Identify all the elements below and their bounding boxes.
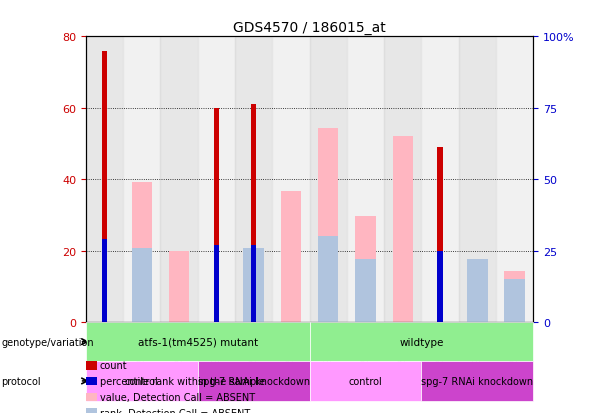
Bar: [356, 259, 376, 322]
Text: rank, Detection Call = ABSENT: rank, Detection Call = ABSENT: [100, 408, 250, 413]
Bar: [437, 147, 443, 322]
Bar: [132, 183, 152, 322]
Text: atfs-1(tm4525) mutant: atfs-1(tm4525) mutant: [138, 337, 257, 347]
Text: control: control: [125, 376, 159, 386]
Text: count: count: [100, 361, 128, 370]
Bar: [437, 251, 443, 322]
Text: spg-7 RNAi knockdown: spg-7 RNAi knockdown: [197, 376, 310, 386]
Bar: [251, 105, 256, 322]
Bar: [169, 251, 189, 322]
Bar: [421, 37, 459, 322]
Bar: [251, 245, 256, 322]
Bar: [318, 128, 338, 322]
Bar: [459, 37, 496, 322]
Bar: [281, 191, 301, 322]
Bar: [197, 37, 235, 322]
Bar: [347, 37, 384, 322]
Text: control: control: [349, 376, 383, 386]
Bar: [310, 37, 347, 322]
Bar: [213, 245, 219, 322]
Bar: [132, 248, 152, 322]
Bar: [161, 37, 197, 322]
Text: protocol: protocol: [1, 376, 41, 386]
Bar: [504, 271, 525, 322]
Bar: [467, 262, 487, 322]
Bar: [123, 37, 161, 322]
Bar: [213, 109, 219, 322]
Bar: [243, 248, 264, 322]
Bar: [318, 237, 338, 322]
Text: value, Detection Call = ABSENT: value, Detection Call = ABSENT: [100, 392, 255, 402]
Bar: [392, 137, 413, 322]
Bar: [467, 259, 487, 322]
Bar: [504, 280, 525, 322]
Bar: [356, 217, 376, 322]
Text: wildtype: wildtype: [399, 337, 444, 347]
Bar: [102, 52, 107, 322]
Bar: [496, 37, 533, 322]
Bar: [384, 37, 421, 322]
Bar: [86, 37, 123, 322]
Bar: [235, 37, 272, 322]
Text: spg-7 RNAi knockdown: spg-7 RNAi knockdown: [421, 376, 533, 386]
Bar: [272, 37, 310, 322]
Title: GDS4570 / 186015_at: GDS4570 / 186015_at: [233, 21, 386, 35]
Text: genotype/variation: genotype/variation: [1, 337, 94, 347]
Text: percentile rank within the sample: percentile rank within the sample: [100, 376, 265, 386]
Bar: [102, 240, 107, 322]
